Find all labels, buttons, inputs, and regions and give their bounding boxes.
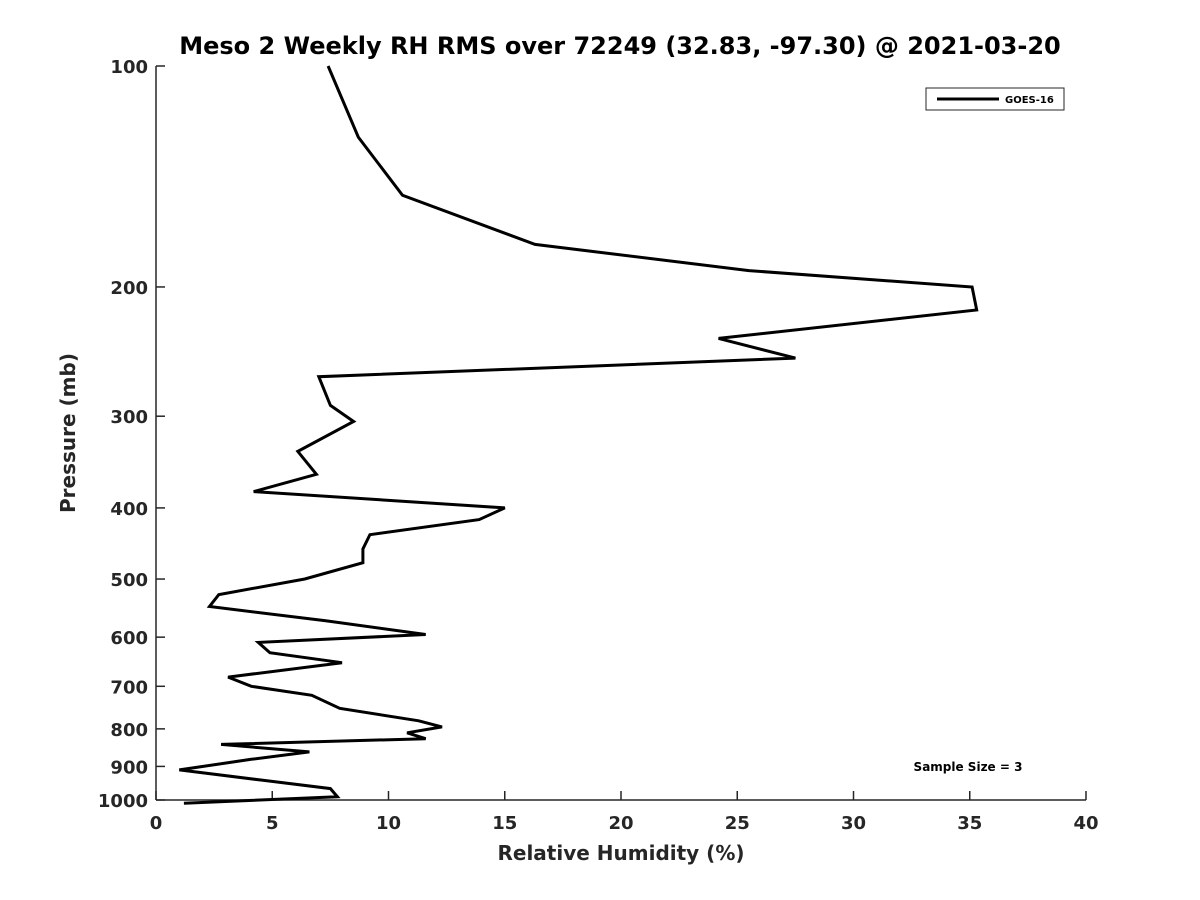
y-tick-label: 700	[110, 677, 148, 698]
x-tick-label: 0	[150, 813, 163, 834]
x-axis-label: Relative Humidity (%)	[497, 841, 744, 865]
y-ticks: 100 200 300 400 500 600 700 800 900 1000	[98, 57, 165, 812]
sample-size-annotation: Sample Size = 3	[914, 760, 1023, 774]
series-line-0	[179, 65, 979, 805]
y-tick-label: 600	[110, 628, 148, 649]
x-tick-label: 10	[376, 813, 401, 834]
x-tick-label: 5	[266, 813, 279, 834]
y-tick-label: 300	[110, 407, 148, 428]
y-tick-label: 400	[110, 499, 148, 520]
x-ticks: 0 5 10 15 20 25 30 35 40	[150, 791, 1099, 834]
x-tick-label: 15	[492, 813, 517, 834]
y-tick-label: 100	[110, 57, 148, 78]
x-tick-label: 30	[841, 813, 866, 834]
y-tick-label: 500	[110, 570, 148, 591]
y-tick-label: 900	[110, 757, 148, 778]
y-tick-label: 800	[110, 720, 148, 741]
series-layer	[179, 65, 979, 805]
y-tick-label: 1000	[98, 791, 148, 812]
x-tick-label: 40	[1073, 813, 1098, 834]
legend-label-goes16: GOES-16	[1005, 95, 1054, 106]
legend: GOES-16	[925, 87, 1065, 111]
y-axis-label: Pressure (mb)	[56, 353, 80, 513]
chart-title: Meso 2 Weekly RH RMS over 72249 (32.83, …	[179, 32, 1061, 60]
x-tick-label: 35	[957, 813, 982, 834]
y-tick-label: 200	[110, 278, 148, 299]
x-tick-label: 20	[608, 813, 633, 834]
x-tick-label: 25	[725, 813, 750, 834]
axes: 0 5 10 15 20 25 30 35 40 100 200 300 400 500 600 700 80…	[98, 57, 1099, 834]
